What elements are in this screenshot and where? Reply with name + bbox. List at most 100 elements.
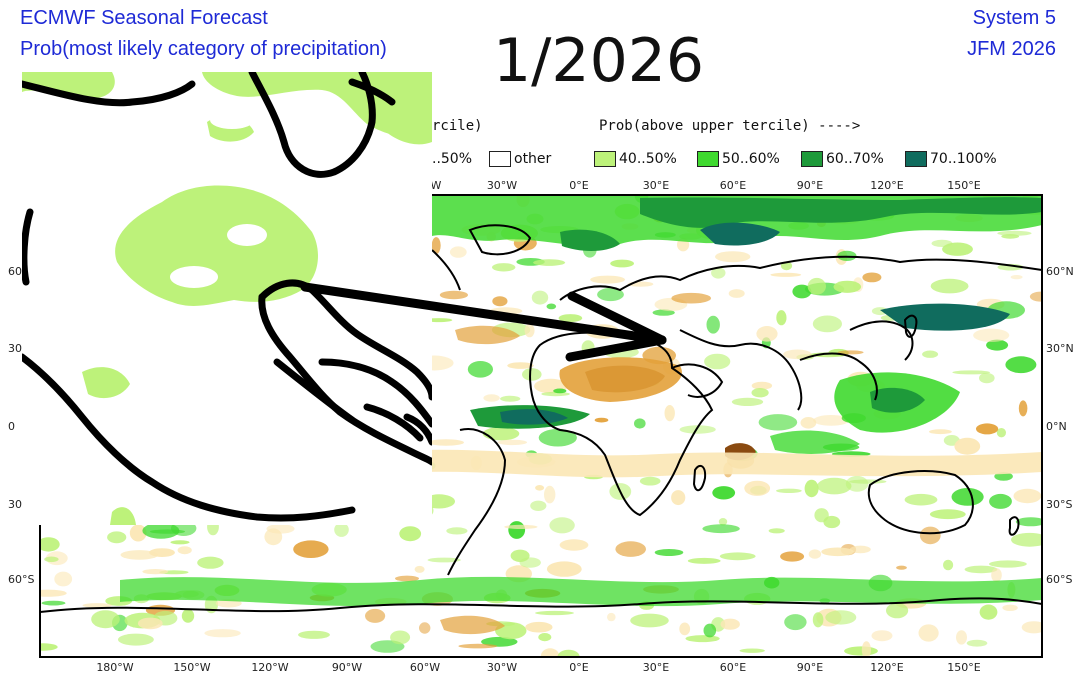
longitude-tick-top: 90°E <box>797 179 823 192</box>
shading-patch <box>808 549 822 559</box>
map-subtitle: Prob(most likely category of precipitati… <box>20 38 387 60</box>
shading-patch <box>504 524 538 530</box>
shading-patch <box>929 509 966 520</box>
shading-patch <box>40 589 67 597</box>
shading-patch <box>142 522 180 539</box>
shading-patch <box>956 630 967 645</box>
shading-patch <box>904 493 938 506</box>
shading-patch <box>546 561 582 577</box>
inset-coastlines <box>22 72 432 522</box>
shading-patch <box>685 635 720 643</box>
shading-patch <box>918 624 939 642</box>
shading-patch <box>942 242 973 256</box>
shading-patch <box>540 648 560 657</box>
shading-patch <box>1011 532 1042 547</box>
shading-patch <box>966 639 988 647</box>
shading-patch <box>687 557 721 564</box>
shading-patch <box>776 310 787 326</box>
shading-patch <box>508 521 526 539</box>
shading-patch <box>334 522 349 537</box>
shading-patch <box>952 370 991 375</box>
shading-patch <box>390 630 411 645</box>
shading-patch <box>507 362 534 369</box>
shading-patch <box>715 251 751 263</box>
shading-patch <box>590 275 625 284</box>
shading-patch <box>538 633 552 642</box>
shading-patch <box>1001 234 1020 239</box>
shading-patch <box>702 524 740 534</box>
shading-patch <box>525 621 553 633</box>
shading-patch <box>807 277 826 295</box>
shading-patch <box>896 565 907 570</box>
overlay-date: 1/2026 <box>493 26 705 96</box>
shading-patch <box>538 428 577 447</box>
shading-patch <box>751 388 769 398</box>
shading-patch <box>481 636 518 647</box>
shading-patch <box>664 405 675 422</box>
legend-swatch <box>697 151 719 167</box>
legend-item-label: other <box>514 151 552 167</box>
shading-patch <box>979 604 998 620</box>
shading-patch <box>728 289 745 298</box>
latitude-tick-left: 30 <box>8 498 22 511</box>
legend-item-below-50: ..50% <box>432 149 472 169</box>
shading-patch <box>594 417 609 423</box>
shading-patch <box>630 613 669 628</box>
shading-patch <box>1013 488 1042 504</box>
shading-patch <box>129 524 147 542</box>
sahara-dry-halo <box>559 357 682 402</box>
shading-patch <box>679 425 716 434</box>
period-label: JFM 2026 <box>967 38 1056 60</box>
shading-patch <box>524 323 535 338</box>
longitude-tick: 180°W <box>96 661 133 674</box>
shading-patch <box>298 630 330 639</box>
shading-patch <box>427 557 461 563</box>
latitude-tick-left: 0 <box>8 420 15 433</box>
shading-patch <box>492 296 508 307</box>
europe-green-patch <box>560 229 620 251</box>
shading-patch <box>91 610 120 629</box>
shading-patch <box>483 394 500 402</box>
shading-patch <box>720 618 740 630</box>
longitude-tick: 150°W <box>173 661 210 674</box>
shading-patch <box>1018 400 1028 417</box>
shading-patch <box>989 493 1012 509</box>
inset-map <box>22 72 432 525</box>
shading-patch <box>654 549 684 556</box>
tropical-atlantic-core <box>500 409 568 425</box>
shading-patch <box>814 508 829 523</box>
shading-patch <box>976 423 999 435</box>
shading-patch <box>813 415 850 426</box>
shading-patch <box>943 559 954 571</box>
shading-patch <box>1029 291 1042 302</box>
shading-patch <box>414 565 425 573</box>
shading-patch <box>615 541 646 557</box>
shading-patch <box>497 439 528 446</box>
longitude-tick-top: 150°E <box>947 179 980 192</box>
legend-item-label: 40..50% <box>619 151 677 167</box>
shading-patch <box>704 353 731 370</box>
shading-patch <box>1021 621 1042 634</box>
longitude-tick: 150°E <box>947 661 980 674</box>
legend-item-60-70: 60..70% <box>801 149 884 169</box>
siberia-teal-patch <box>880 303 1010 331</box>
shading-patch <box>522 368 542 381</box>
shading-patch <box>44 556 59 563</box>
shading-patch <box>585 324 620 339</box>
shading-patch <box>845 475 869 492</box>
shading-patch <box>607 612 616 622</box>
shading-patch <box>446 527 468 535</box>
shading-patch <box>1002 604 1018 611</box>
shading-patch <box>204 629 241 638</box>
shading-patch <box>783 349 812 360</box>
maritime-continent-core <box>870 387 925 413</box>
shading-patch <box>177 546 192 555</box>
shading-patch <box>964 565 998 574</box>
shading-patch <box>395 575 419 582</box>
shading-patch <box>535 610 574 616</box>
longitude-ticks-bottom: 180°W 150°W 120°W 90°W 60°W 30°W 0°E 30°E 60°E 90… <box>96 661 980 674</box>
shading-patch <box>428 439 464 446</box>
longitude-tick-top: 60°E <box>720 179 746 192</box>
shading-patch <box>973 328 1010 342</box>
shading-patch <box>844 646 878 656</box>
